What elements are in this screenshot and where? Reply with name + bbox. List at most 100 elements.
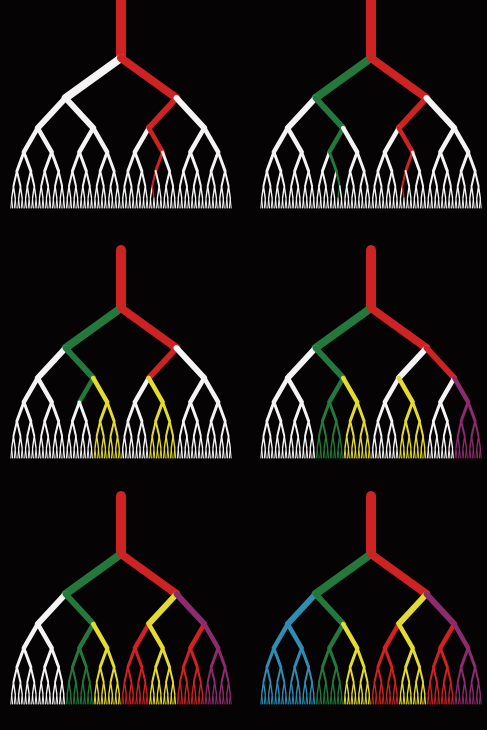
branch [304, 681, 308, 695]
branch [25, 693, 27, 705]
branch [182, 666, 188, 683]
branch [372, 693, 375, 705]
branch [129, 693, 132, 705]
branch [123, 435, 127, 449]
branch [19, 435, 23, 449]
branch [390, 666, 397, 683]
branch [108, 693, 111, 705]
branch [422, 185, 426, 199]
branch [198, 693, 201, 705]
branch [415, 666, 421, 683]
branch [297, 435, 301, 449]
branch [469, 197, 472, 209]
branch [123, 185, 127, 199]
branch [200, 681, 204, 695]
branch [96, 681, 100, 695]
branch [229, 447, 232, 459]
branch [317, 170, 324, 187]
branch [375, 447, 378, 459]
branch [216, 150, 227, 173]
branch [432, 666, 438, 683]
branch [202, 125, 221, 155]
branch [206, 170, 213, 187]
branch [387, 420, 393, 437]
branch [458, 447, 461, 459]
branch [22, 150, 33, 173]
branch [80, 197, 83, 209]
branch [47, 681, 51, 695]
branch [300, 400, 311, 423]
branch [117, 54, 181, 102]
branch [38, 197, 41, 209]
branch [434, 447, 437, 459]
branch [264, 447, 267, 459]
branch [210, 666, 216, 683]
branch [463, 185, 468, 199]
branch [77, 693, 80, 705]
branch [307, 420, 314, 437]
branch [54, 185, 58, 199]
branch [198, 197, 201, 209]
branch [320, 400, 331, 423]
branch [163, 693, 166, 705]
branch [323, 447, 326, 459]
branch [295, 197, 298, 209]
branch [275, 693, 277, 705]
branch [359, 420, 366, 437]
branch [215, 693, 218, 705]
branch [91, 197, 93, 209]
branch [293, 420, 300, 437]
branch [84, 197, 86, 209]
branch [181, 197, 184, 209]
branch [170, 693, 173, 705]
branch [43, 420, 50, 437]
branch [428, 666, 435, 683]
branch [116, 435, 120, 449]
branch [153, 197, 156, 209]
branch [220, 666, 227, 683]
branch [18, 693, 21, 705]
branch [205, 693, 208, 705]
branch [271, 447, 274, 459]
branch [102, 681, 107, 695]
branch [43, 646, 54, 669]
branch [163, 447, 166, 459]
branch [62, 591, 97, 627]
branch [40, 420, 46, 437]
branch [188, 400, 199, 423]
branch [206, 420, 213, 437]
branch [168, 170, 175, 187]
branch [70, 400, 81, 423]
branch [476, 693, 479, 705]
branch [59, 447, 62, 459]
branch [429, 435, 433, 449]
branch [341, 125, 360, 155]
branch [415, 420, 421, 437]
branch [432, 170, 438, 187]
branch [158, 185, 162, 199]
branch [302, 447, 305, 459]
branch [21, 693, 24, 705]
branch [459, 400, 470, 423]
branch [472, 197, 475, 209]
branch [299, 693, 302, 705]
branch [283, 185, 287, 199]
branch [158, 435, 162, 449]
branch [304, 435, 308, 449]
branch [460, 666, 466, 683]
branch [85, 420, 91, 437]
branch [463, 681, 468, 695]
branch [87, 447, 90, 459]
branch [460, 170, 466, 187]
branch [21, 197, 24, 209]
branch [129, 197, 132, 209]
branch [126, 400, 137, 423]
branch [174, 693, 177, 705]
branch [173, 95, 208, 131]
branch [389, 447, 392, 459]
branch [156, 693, 159, 705]
branch [77, 375, 96, 405]
branch [452, 447, 454, 459]
branch [276, 435, 280, 449]
branch [111, 693, 114, 705]
